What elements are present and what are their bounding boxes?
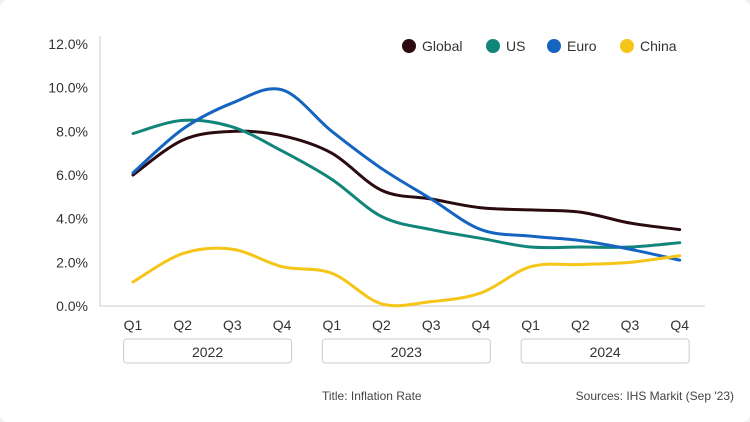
year-group-box xyxy=(123,338,293,364)
legend-marker-euro xyxy=(547,39,561,53)
y-tick-label: 2.0% xyxy=(56,254,88,270)
year-label: 2022 xyxy=(192,344,223,360)
series-line-us xyxy=(131,118,682,250)
legend-label-global: Global xyxy=(422,38,462,54)
x-tick-label: Q1 xyxy=(521,317,540,333)
year-group-box xyxy=(520,338,690,364)
x-tick-label: Q4 xyxy=(472,317,491,333)
legend-marker-us xyxy=(486,39,500,53)
series-line-global xyxy=(131,129,682,232)
x-tick-label: Q3 xyxy=(223,317,242,333)
legend-label-euro: Euro xyxy=(567,38,597,54)
year-group-box xyxy=(321,338,491,364)
source-note: Sources: IHS Markit (Sep '23) xyxy=(575,389,734,403)
y-tick-label: 0.0% xyxy=(56,298,88,314)
x-tick-label: Q3 xyxy=(422,317,441,333)
x-tick-label: Q1 xyxy=(322,317,341,333)
legend-marker-china xyxy=(620,39,634,53)
y-tick-label: 6.0% xyxy=(56,167,88,183)
legend-label-us: US xyxy=(506,38,525,54)
x-tick-label: Q2 xyxy=(372,317,391,333)
legend-label-china: China xyxy=(640,38,677,54)
series-line-china xyxy=(131,246,682,308)
y-tick-label: 12.0% xyxy=(48,36,88,52)
x-tick-label: Q2 xyxy=(571,317,590,333)
x-tick-label: Q1 xyxy=(124,317,143,333)
x-tick-label: Q2 xyxy=(173,317,192,333)
x-tick-label: Q3 xyxy=(621,317,640,333)
x-tick-label: Q4 xyxy=(670,317,689,333)
year-label: 2024 xyxy=(590,344,621,360)
year-label: 2023 xyxy=(391,344,422,360)
series-line-euro xyxy=(131,87,682,262)
y-tick-label: 4.0% xyxy=(56,211,88,227)
chart-title-note: Title: Inflation Rate xyxy=(322,389,422,403)
y-tick-label: 8.0% xyxy=(56,123,88,139)
y-tick-label: 10.0% xyxy=(48,80,88,96)
legend-marker-global xyxy=(402,39,416,53)
x-tick-label: Q4 xyxy=(273,317,292,333)
